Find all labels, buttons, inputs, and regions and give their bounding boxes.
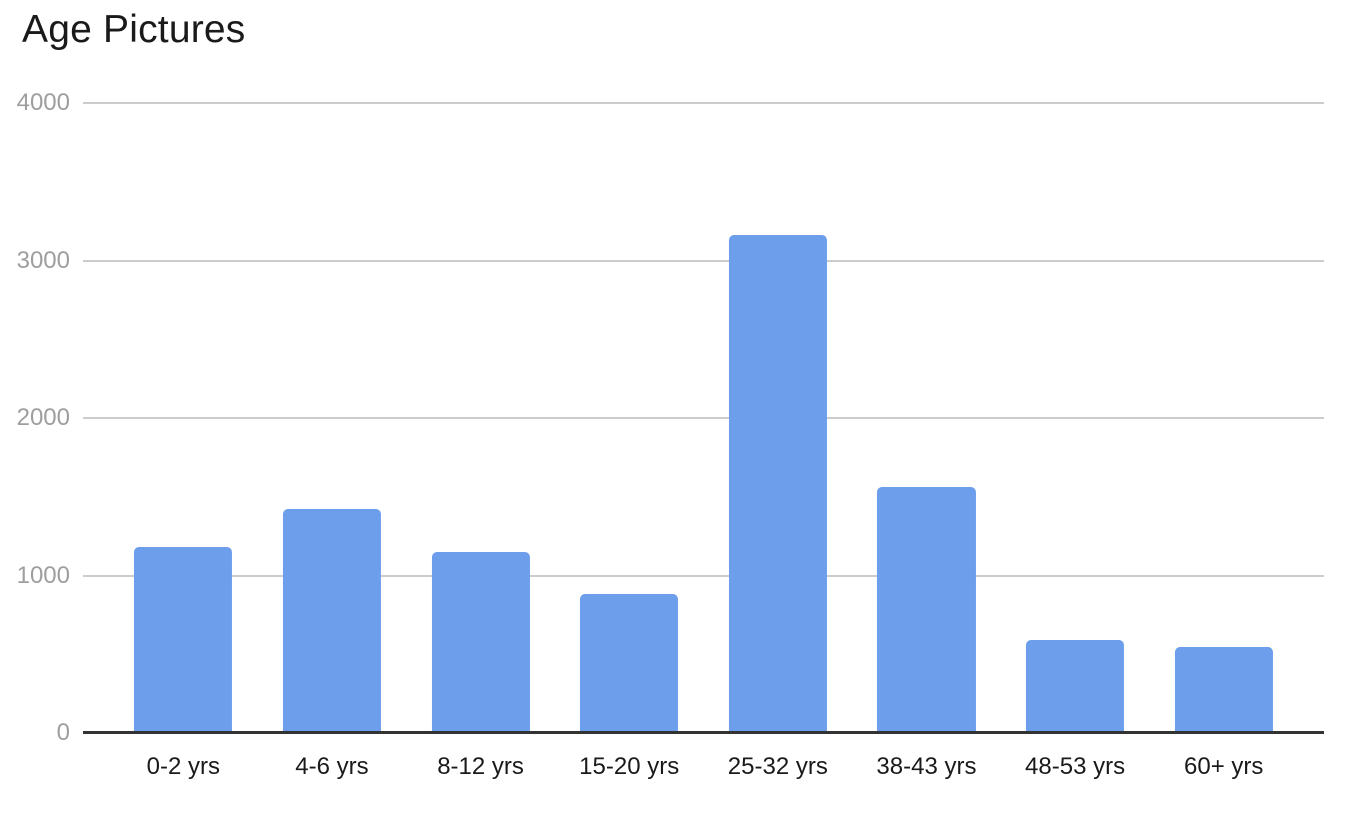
bar-38-43-yrs[interactable] xyxy=(877,487,976,733)
bar-60+-yrs[interactable] xyxy=(1174,647,1273,733)
y-tick-label-3000: 3000 xyxy=(16,246,70,274)
bar-slot-4: 15-20 yrs xyxy=(555,103,704,780)
x-tick-label-8-12-yrs: 8-12 yrs xyxy=(437,753,524,780)
y-tick-label-0: 0 xyxy=(56,719,70,746)
x-tick-label-15-20-yrs: 15-20 yrs xyxy=(579,753,680,780)
chart-title: Age Pictures xyxy=(22,8,246,51)
gridline-1000 xyxy=(83,574,1324,577)
gridline-4000 xyxy=(83,102,1324,104)
bars-layer: 0-2 yrs 4-6 yrs 8-12 yrs 15-20 yrs 25-32 yrs… xyxy=(109,103,1298,780)
gridlines xyxy=(83,102,1324,733)
y-tick-label-1000: 1000 xyxy=(16,561,70,589)
bar-slot-5: 25-32 yrs xyxy=(704,103,853,780)
x-tick-label-60+-yrs: 60+ yrs xyxy=(1184,753,1264,780)
x-tick-label-0-2-yrs: 0-2 yrs xyxy=(146,753,220,780)
plot-area: 0-2 yrs 4-6 yrs 8-12 yrs 15-20 yrs 25-32 yrs… xyxy=(83,102,1324,780)
x-axis-baseline xyxy=(83,731,1324,734)
x-tick-label-38-43-yrs: 38-43 yrs xyxy=(876,753,977,780)
y-tick-label-2000: 2000 xyxy=(16,404,70,431)
bar-slot-3: 8-12 yrs xyxy=(406,103,555,780)
bar-0-2-yrs[interactable] xyxy=(134,547,233,733)
bar-4-6-yrs[interactable] xyxy=(282,508,381,733)
bar-15-20-yrs[interactable] xyxy=(580,594,679,733)
x-tick-label-48-53-yrs: 48-53 yrs xyxy=(1025,753,1126,780)
y-tick-label-4000: 4000 xyxy=(16,89,70,116)
y-axis-labels: 0 1000 2000 3000 4000 xyxy=(0,90,70,746)
bar-slot-8: 60+ yrs xyxy=(1149,103,1298,780)
gridline-3000 xyxy=(83,259,1324,262)
bar-48-53-yrs[interactable] xyxy=(1026,640,1125,733)
bar-8-12-yrs[interactable] xyxy=(431,551,530,733)
bar-25-32-yrs[interactable] xyxy=(728,235,827,733)
x-tick-label-4-6-yrs: 4-6 yrs xyxy=(295,753,369,780)
bar-slot-7: 48-53 yrs xyxy=(1001,103,1150,780)
bar-slot-1: 0-2 yrs xyxy=(109,103,258,780)
bar-slot-2: 4-6 yrs xyxy=(258,103,407,780)
x-tick-label-25-32-yrs: 25-32 yrs xyxy=(727,753,828,780)
bar-slot-6: 38-43 yrs xyxy=(852,103,1001,780)
gridline-2000 xyxy=(83,417,1324,419)
